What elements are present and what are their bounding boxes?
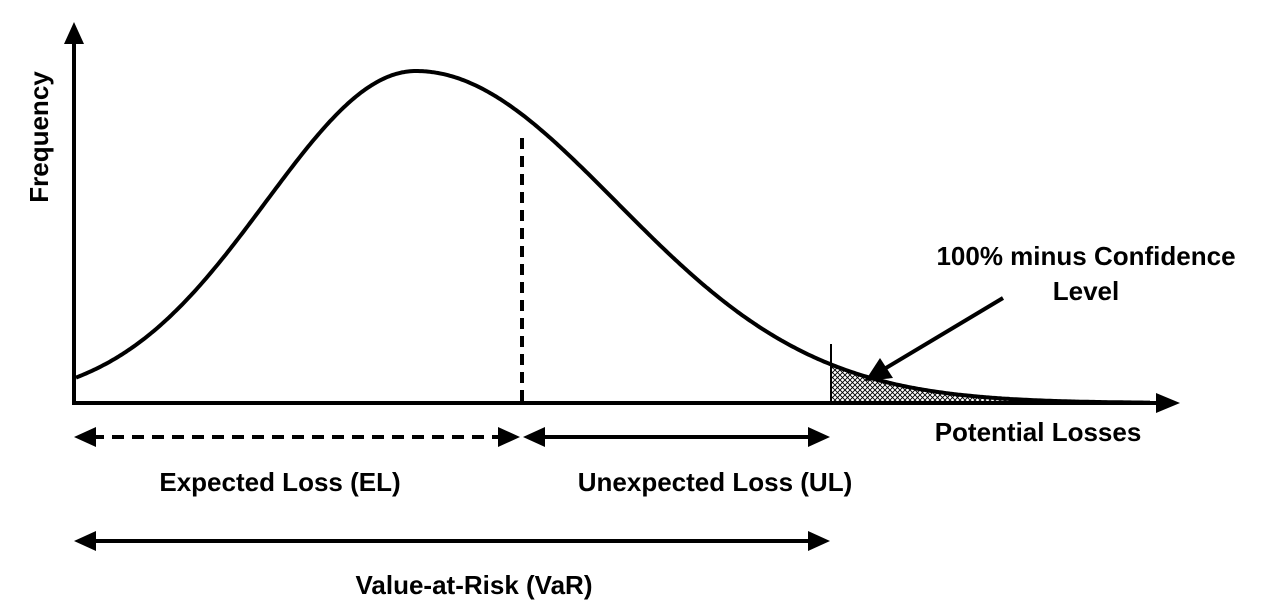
x-axis-label: Potential Losses bbox=[935, 417, 1142, 447]
value-at-risk-span-arrow bbox=[74, 531, 830, 551]
value-at-risk-label: Value-at-Risk (VaR) bbox=[356, 570, 593, 600]
unexpected-loss-label: Unexpected Loss (UL) bbox=[578, 467, 853, 497]
loss-distribution-curve bbox=[75, 69, 1150, 405]
expected-loss-label: Expected Loss (EL) bbox=[159, 467, 400, 497]
expected-loss-span-arrow bbox=[74, 427, 520, 447]
tail-area bbox=[831, 364, 1150, 403]
confidence-annotation-line-1: 100% minus Confidence bbox=[936, 241, 1235, 271]
confidence-annotation-line-2: Level bbox=[1053, 276, 1120, 306]
y-axis-label: Frequency bbox=[24, 71, 54, 203]
x-axis bbox=[72, 393, 1180, 413]
unexpected-loss-span-arrow bbox=[523, 427, 830, 447]
y-axis bbox=[64, 22, 84, 403]
annotation-arrow bbox=[865, 296, 1005, 381]
